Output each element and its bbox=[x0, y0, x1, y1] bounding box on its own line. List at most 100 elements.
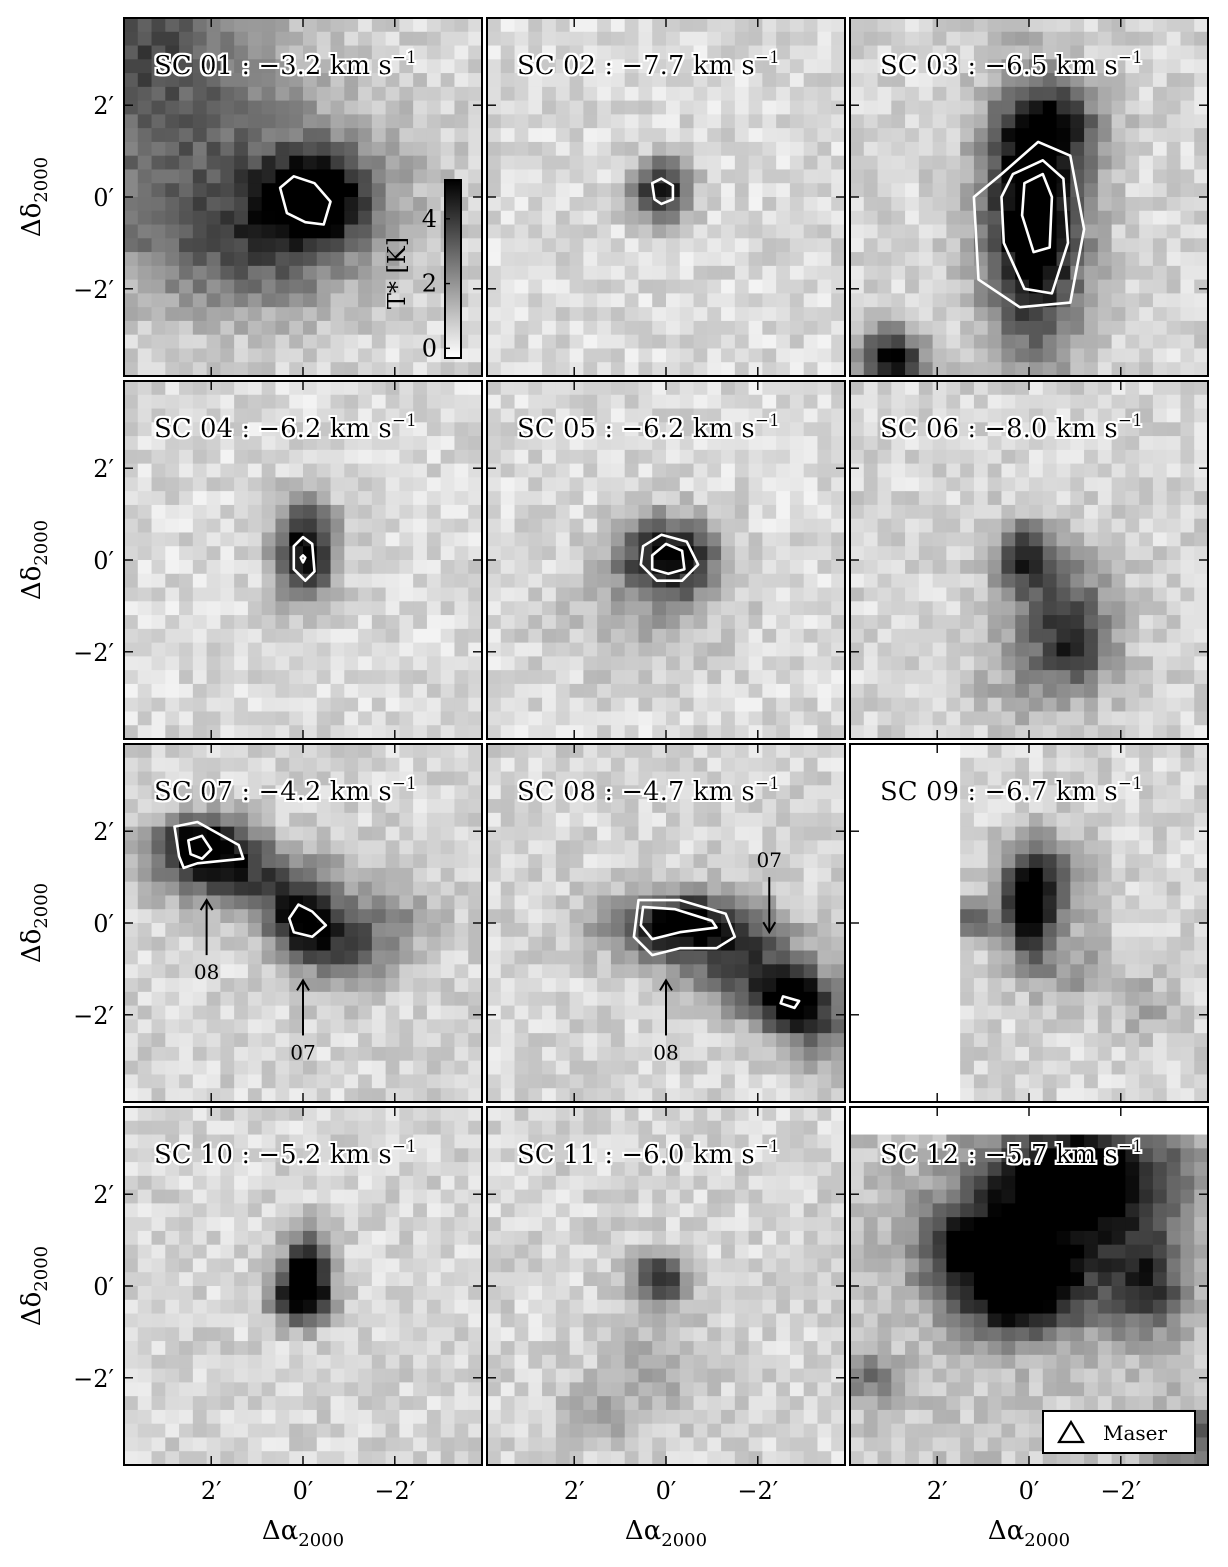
pixel bbox=[234, 546, 249, 561]
pixel bbox=[344, 1005, 359, 1020]
pixel bbox=[275, 867, 290, 883]
pixel bbox=[597, 504, 612, 520]
pixel bbox=[569, 670, 584, 685]
pixel bbox=[413, 463, 428, 478]
pixel bbox=[179, 348, 194, 363]
pixel bbox=[234, 449, 249, 465]
pixel bbox=[624, 73, 640, 88]
pixel bbox=[1042, 463, 1058, 478]
pixel bbox=[528, 670, 543, 685]
pixel bbox=[1097, 100, 1113, 115]
pixel bbox=[679, 197, 695, 212]
pixel bbox=[247, 348, 263, 363]
pixel bbox=[179, 895, 194, 910]
pixel bbox=[1180, 320, 1195, 336]
pixel bbox=[344, 978, 359, 993]
pixel bbox=[721, 210, 736, 226]
pixel bbox=[206, 518, 221, 534]
pixel bbox=[234, 744, 249, 759]
pixel bbox=[151, 408, 166, 423]
pixel bbox=[385, 1033, 400, 1048]
pixel bbox=[831, 532, 845, 547]
pixel bbox=[1070, 141, 1085, 157]
pixel bbox=[275, 785, 290, 800]
pixel bbox=[137, 964, 153, 979]
pixel bbox=[638, 771, 653, 786]
pixel bbox=[960, 293, 975, 308]
pixel bbox=[440, 771, 456, 786]
pixel bbox=[487, 628, 502, 644]
pixel bbox=[1166, 518, 1182, 534]
pixel bbox=[192, 73, 208, 88]
pixel bbox=[831, 615, 845, 630]
pixel bbox=[426, 59, 442, 74]
pixel bbox=[1042, 334, 1058, 350]
pixel bbox=[542, 436, 557, 451]
pixel bbox=[234, 950, 249, 965]
pixel bbox=[124, 210, 139, 226]
pixel bbox=[179, 1074, 194, 1089]
pixel bbox=[514, 587, 529, 602]
pixel bbox=[500, 362, 516, 376]
pixel bbox=[960, 436, 975, 451]
pixel bbox=[124, 422, 139, 437]
pixel bbox=[803, 73, 819, 88]
pixel bbox=[1139, 238, 1154, 253]
pixel bbox=[734, 422, 750, 437]
pixel bbox=[371, 31, 387, 47]
pixel bbox=[918, 362, 934, 376]
pixel bbox=[528, 477, 543, 492]
pixel bbox=[597, 334, 612, 350]
pixel bbox=[707, 408, 722, 423]
pixel bbox=[817, 532, 832, 547]
pixel bbox=[468, 155, 482, 171]
pixel bbox=[932, 224, 947, 239]
pixel bbox=[468, 86, 482, 102]
pixel bbox=[973, 381, 989, 396]
pixel bbox=[179, 463, 194, 478]
pixel bbox=[542, 449, 557, 465]
pixel bbox=[831, 128, 845, 143]
pixel bbox=[1139, 169, 1154, 184]
pixel bbox=[1180, 656, 1195, 671]
pixel bbox=[1125, 546, 1140, 561]
pixel bbox=[316, 867, 332, 883]
pixel bbox=[569, 725, 584, 739]
pixel bbox=[1001, 394, 1016, 410]
pixel bbox=[610, 238, 626, 253]
pixel bbox=[399, 546, 414, 561]
pixel bbox=[275, 293, 290, 308]
pixel bbox=[863, 532, 879, 547]
pixel bbox=[1070, 656, 1085, 671]
pixel bbox=[426, 348, 442, 363]
pixel bbox=[316, 141, 332, 157]
pixel bbox=[358, 169, 373, 184]
pixel bbox=[1015, 532, 1030, 547]
pixel bbox=[275, 895, 290, 910]
pixel bbox=[234, 307, 249, 322]
pixel bbox=[542, 100, 557, 115]
pixel bbox=[316, 771, 332, 786]
pixel bbox=[762, 656, 777, 671]
pixel bbox=[762, 210, 777, 226]
intensity-map bbox=[487, 18, 845, 376]
pixel bbox=[555, 436, 571, 451]
pixel bbox=[1042, 615, 1058, 630]
pixel bbox=[303, 812, 318, 828]
pixel bbox=[468, 936, 482, 952]
pixel bbox=[454, 18, 469, 33]
pixel bbox=[330, 210, 345, 226]
pixel bbox=[426, 909, 442, 924]
pixel bbox=[234, 114, 249, 129]
pixel bbox=[275, 238, 290, 253]
pixel bbox=[234, 334, 249, 350]
pixel bbox=[385, 812, 400, 828]
pixel bbox=[707, 744, 722, 759]
pixel bbox=[987, 307, 1003, 322]
pixel bbox=[275, 1074, 290, 1089]
pixel bbox=[542, 785, 557, 800]
pixel bbox=[206, 381, 221, 396]
pixel bbox=[316, 1088, 332, 1102]
pixel bbox=[399, 950, 414, 965]
pixel bbox=[137, 31, 153, 47]
